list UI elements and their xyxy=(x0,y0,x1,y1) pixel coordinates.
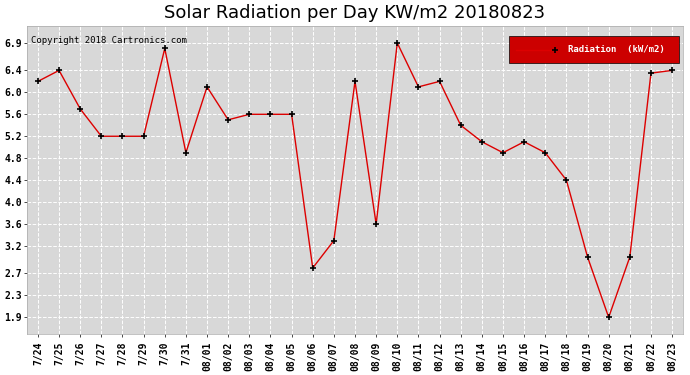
Text: Radiation  (kW/m2): Radiation (kW/m2) xyxy=(568,45,664,54)
FancyBboxPatch shape xyxy=(509,36,680,63)
Title: Solar Radiation per Day KW/m2 20180823: Solar Radiation per Day KW/m2 20180823 xyxy=(164,4,546,22)
Text: Copyright 2018 Cartronics.com: Copyright 2018 Cartronics.com xyxy=(30,36,186,45)
